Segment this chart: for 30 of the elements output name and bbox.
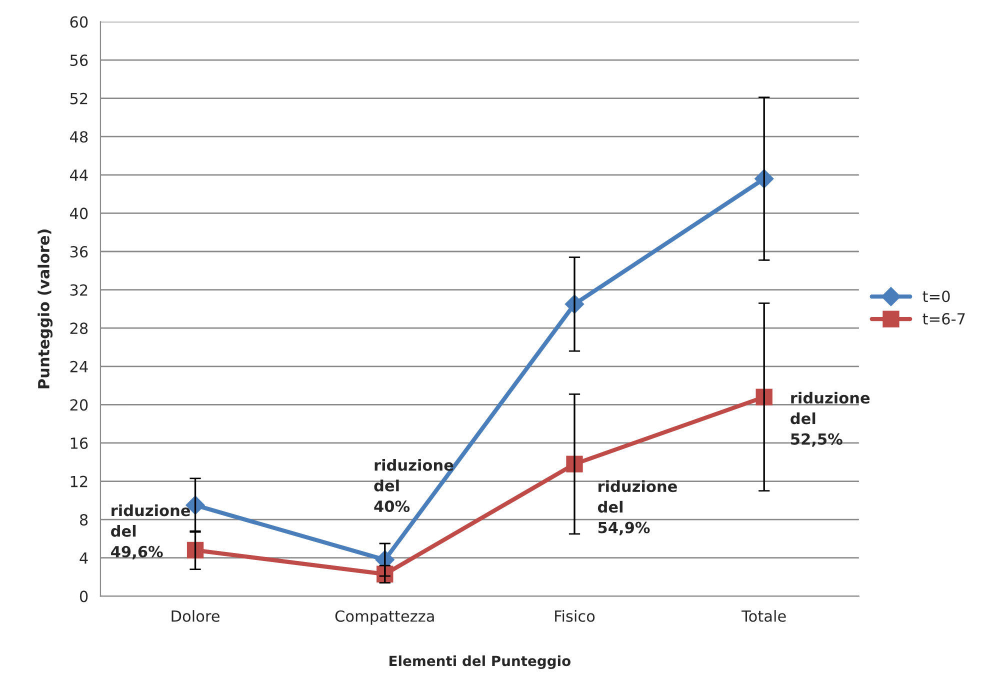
y-tick-label: 12: [70, 476, 88, 488]
y-tick-label: 36: [70, 246, 88, 258]
annotation: riduzione del 40%: [374, 459, 454, 512]
legend-label: t=6-7: [922, 313, 965, 325]
y-tick-label: 40: [70, 208, 88, 220]
y-tick-label: 24: [70, 360, 88, 372]
y-tick-label: 20: [70, 399, 88, 411]
y-tick-label: 52: [70, 92, 88, 104]
legend-label: t=0: [922, 290, 950, 302]
y-tick-label: 44: [70, 170, 88, 181]
y-tick-label: 8: [80, 514, 88, 526]
y-axis-title: Punteggio (valore): [38, 230, 53, 388]
y-tick-label: 48: [70, 131, 88, 143]
y-tick-label: 60: [70, 16, 88, 28]
y-tick-label: 28: [70, 322, 88, 334]
y-tick-label: 0: [80, 590, 88, 602]
y-tick-label: 4: [80, 552, 88, 564]
x-axis-title: Elementi del Punteggio: [390, 655, 571, 669]
x-tick-label: Compattezza: [335, 610, 434, 625]
point: [186, 542, 204, 559]
annotation: riduzione del 52,5%: [790, 392, 870, 447]
annotation: riduzione del 49,6%: [111, 504, 190, 560]
annotation: riduzione del 54,9%: [598, 480, 677, 536]
point: [756, 388, 772, 406]
x-tick-label: Fisico: [555, 610, 595, 622]
x-tick-label: Totale: [742, 610, 786, 622]
y-tick-label: 16: [70, 437, 88, 449]
x-tick-label: Dolore: [172, 610, 220, 622]
y-tick-label: 56: [70, 54, 88, 66]
y-tick-label: 32: [70, 284, 88, 296]
